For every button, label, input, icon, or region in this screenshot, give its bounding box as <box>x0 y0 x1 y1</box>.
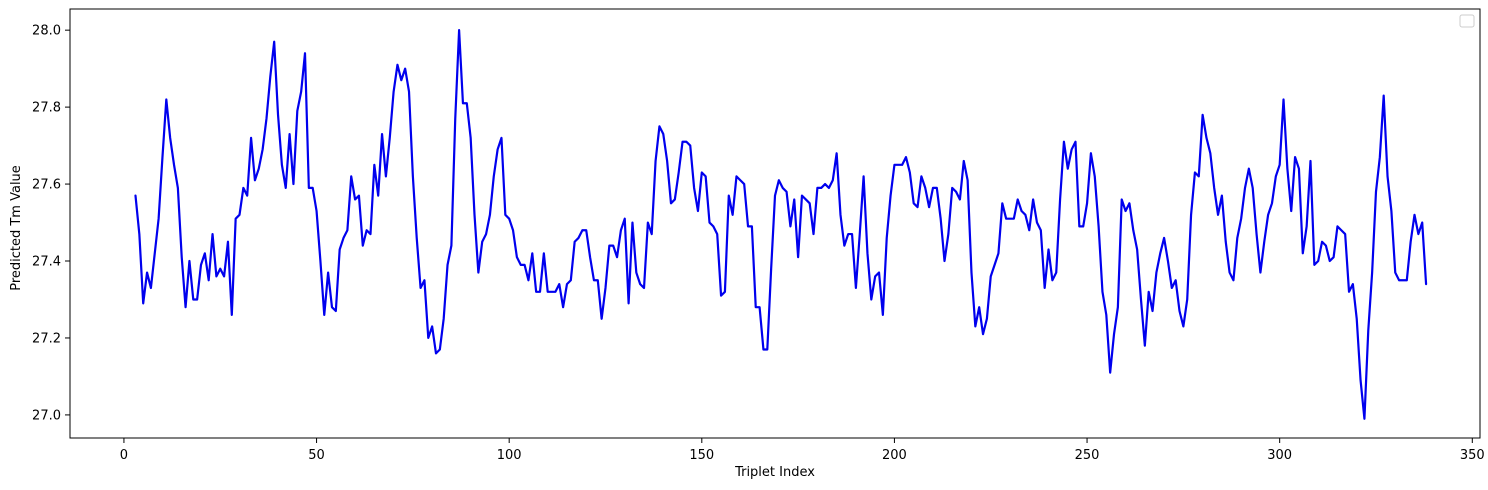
x-tick-label: 200 <box>882 448 907 463</box>
legend-box <box>1459 14 1475 28</box>
y-tick-label: 27.0 <box>32 408 61 423</box>
y-tick-label: 27.8 <box>32 101 61 116</box>
series-line <box>134 29 1428 420</box>
y-axis-ticks: 27.0 27.2 27.4 27.6 27.8 28.0 <box>32 24 70 423</box>
x-tick-label: 250 <box>1075 448 1100 463</box>
x-tick-label: 100 <box>497 448 522 463</box>
x-axis-ticks: 0 50 100 150 200 250 300 350 <box>120 438 1485 463</box>
y-axis-label: Predicted Tm Value <box>9 165 24 291</box>
y-tick-label: 27.6 <box>32 178 61 193</box>
plot-frame <box>69 8 1481 439</box>
x-tick-label: 300 <box>1267 448 1292 463</box>
y-tick-label: 28.0 <box>32 24 61 39</box>
x-tick-label: 350 <box>1460 448 1485 463</box>
x-tick-label: 150 <box>689 448 714 463</box>
y-tick-label: 27.2 <box>32 331 61 346</box>
x-tick-label: 0 <box>120 448 128 463</box>
plot-marks <box>134 29 1428 420</box>
y-tick-label: 27.4 <box>32 255 61 270</box>
x-axis-label: Triplet Index <box>734 465 815 480</box>
x-tick-label: 50 <box>308 448 325 463</box>
